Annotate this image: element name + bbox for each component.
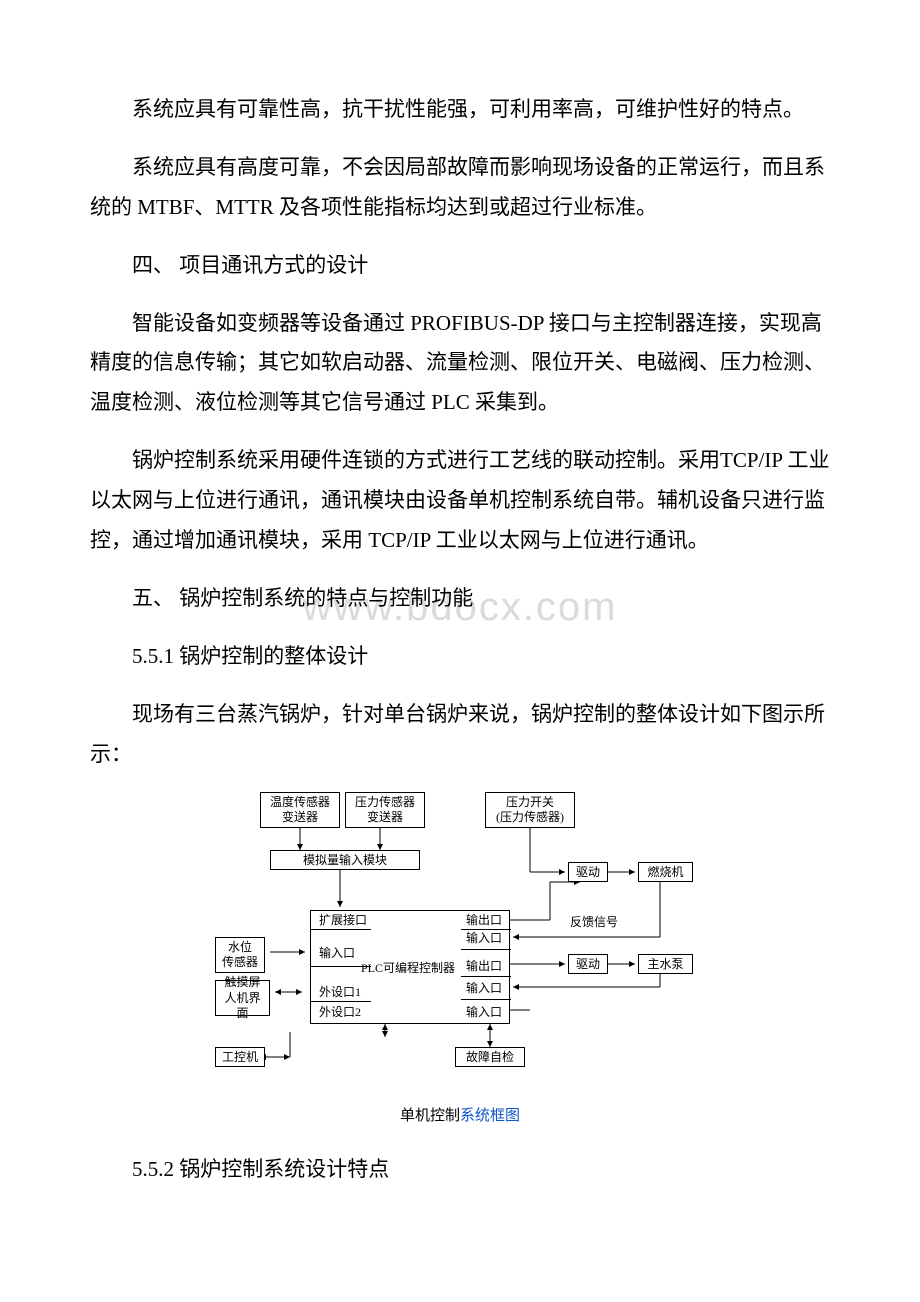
paragraph-profibus: 智能设备如变频器等设备通过 PROFIBUS-DP 接口与主控制器连接，实现高精… bbox=[90, 304, 830, 424]
box-analog-input: 模拟量输入模块 bbox=[270, 850, 420, 870]
heading-4: 四、 项目通讯方式的设计 bbox=[90, 246, 830, 286]
label-out2: 输出口 bbox=[466, 959, 502, 973]
box-temp-sensor: 温度传感器变送器 bbox=[260, 792, 340, 828]
label-in2: 输入口 bbox=[466, 931, 502, 945]
label-plc: PLC可编程控制器 bbox=[361, 961, 455, 975]
box-hmi: 触摸屏人机界面 bbox=[215, 980, 270, 1016]
label-periph1: 外设口1 bbox=[319, 985, 361, 999]
label-feedback: 反馈信号 bbox=[570, 915, 618, 929]
label-in4: 输入口 bbox=[466, 1005, 502, 1019]
heading-5: 五、 锅炉控制系统的特点与控制功能 bbox=[90, 579, 830, 619]
box-pressure-switch: 压力开关(压力传感器) bbox=[485, 792, 575, 828]
diagram-caption: 单机控制系统框图 bbox=[400, 1104, 520, 1125]
paragraph-three-boilers: 现场有三台蒸汽锅炉，针对单台锅炉来说，锅炉控制的整体设计如下图示所示： bbox=[90, 695, 830, 775]
section-552: 5.5.2 锅炉控制系统设计特点 bbox=[90, 1150, 830, 1190]
diagram-container: 温度传感器变送器 压力传感器变送器 压力开关(压力传感器) 模拟量输入模块 驱动… bbox=[90, 792, 830, 1125]
paragraph-tcpip: 锅炉控制系统采用硬件连锁的方式进行工艺线的联动控制。采用TCP/IP 工业以太网… bbox=[90, 441, 830, 561]
box-ipc: 工控机 bbox=[215, 1047, 265, 1067]
box-drive2: 驱动 bbox=[568, 954, 608, 974]
label-ext-port: 扩展接口 bbox=[319, 913, 367, 927]
box-plc: 扩展接口 输入口 PLC可编程控制器 外设口1 外设口2 输出口 输入口 输出口… bbox=[310, 910, 510, 1024]
label-periph2: 外设口2 bbox=[319, 1005, 361, 1019]
caption-suffix: 系统框图 bbox=[460, 1108, 520, 1124]
label-in1: 输入口 bbox=[319, 946, 355, 960]
label-out1: 输出口 bbox=[466, 913, 502, 927]
section-551: 5.5.1 锅炉控制的整体设计 bbox=[90, 637, 830, 677]
box-pressure-sensor: 压力传感器变送器 bbox=[345, 792, 425, 828]
box-drive1: 驱动 bbox=[568, 862, 608, 882]
box-main-pump: 主水泵 bbox=[638, 954, 693, 974]
label-in3: 输入口 bbox=[466, 981, 502, 995]
caption-prefix: 单机控制 bbox=[400, 1108, 460, 1124]
document-content: 系统应具有可靠性高，抗干扰性能强，可利用率高，可维护性好的特点。 系统应具有高度… bbox=[90, 90, 830, 1190]
box-water-sensor: 水位传感器 bbox=[215, 937, 265, 973]
block-diagram: 温度传感器变送器 压力传感器变送器 压力开关(压力传感器) 模拟量输入模块 驱动… bbox=[210, 792, 710, 1092]
box-burner: 燃烧机 bbox=[638, 862, 693, 882]
paragraph-reliability: 系统应具有可靠性高，抗干扰性能强，可利用率高，可维护性好的特点。 bbox=[90, 90, 830, 130]
paragraph-mtbf: 系统应具有高度可靠，不会因局部故障而影响现场设备的正常运行，而且系统的 MTBF… bbox=[90, 148, 830, 228]
box-self-check: 故障自检 bbox=[455, 1047, 525, 1067]
